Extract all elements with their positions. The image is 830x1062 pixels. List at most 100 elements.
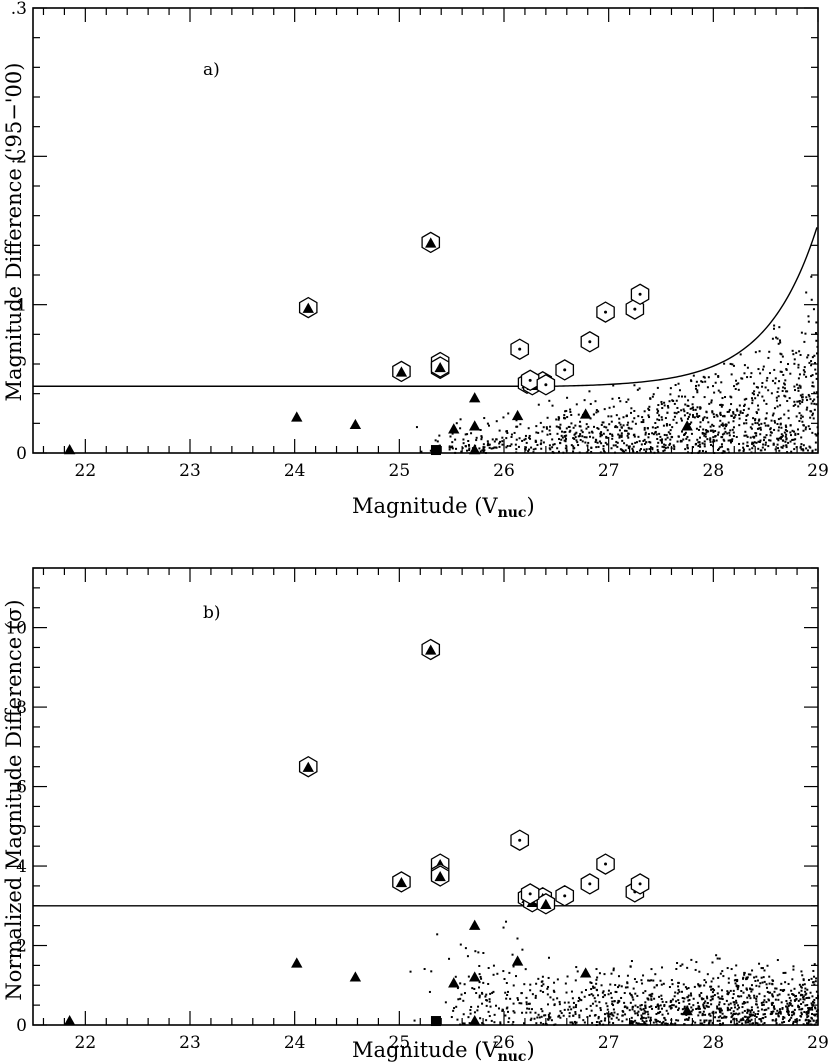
panel-b-field-point [695,961,698,964]
square-marker [430,445,441,456]
panel-a-field-point [777,439,780,442]
panel-a-field-point [602,445,605,448]
panel-b-field-point [609,983,612,986]
panel-b-field-point [727,977,730,980]
panel-a-field-point [632,445,635,448]
panel-a-field-point [656,437,659,440]
panel-b-triangles-point [349,971,362,982]
panel-b-x-axis-label-sub: nuc [498,1049,527,1062]
panel-a-field-point [754,418,757,421]
panel-b-field-point [511,953,514,956]
panel-b-field-point [683,1023,686,1026]
panel-a-field-point [487,424,490,427]
panel-b-field-point [712,1012,715,1015]
panel-b-field-point [681,1008,684,1011]
panel-a-field-point [483,449,486,452]
panel-a-field-point [716,415,719,418]
panel-b-field-point [708,1019,711,1022]
panel-a-field-point [798,420,801,423]
panel-b-field-point [452,1009,455,1012]
panel-b-field-point [591,1021,594,1024]
panel-b-field-point [492,990,495,993]
panel-a-field-point [575,403,578,406]
panel-b-field-point [586,1016,589,1019]
panel-b-field-point [572,1014,575,1017]
panel-a-field-point [663,401,666,404]
panel-b-field-point [502,926,505,929]
panel-b-field-point [701,1012,704,1015]
panel-a-field-point [690,451,693,454]
panel-a-field-point [675,421,678,424]
panel-b-field-point [538,1016,541,1019]
panel-b-field-point [661,1000,664,1003]
panel-b-field-point [697,983,700,986]
panel-a-field-point [565,449,568,452]
panel-a-field-point [786,451,789,454]
panel-b-field-point [774,1019,777,1022]
panel-b-field-point [650,998,653,1001]
panel-a-field-point [713,391,716,394]
panel-a-field-point [732,364,735,367]
panel-a-field-point [759,372,762,375]
panel-b-field-point [674,1005,677,1008]
panel-a-field-point [499,440,502,443]
panel-b-field-point [661,1013,664,1016]
panel-a-field-point [654,422,657,425]
panel-b-triangles-point [63,1015,76,1026]
panel-a-field-point [751,399,754,402]
panel-b-field-point [748,1013,751,1016]
panel-a-field-point [692,374,695,377]
panel-b-field-point [750,990,753,993]
panel-a-field-point [540,447,543,450]
panel-b-field-point [763,1013,766,1016]
panel-a-field-point [714,381,717,384]
panel-a-field-point [760,422,763,425]
panel-b-field-point [732,993,735,996]
panel-b-field-point [612,1014,615,1017]
panel-b-field-point [744,1001,747,1004]
panel-b-field-point [644,1022,647,1025]
panel-a-field-point [780,353,783,356]
panel-a-field-point [679,440,682,443]
panel-b-field-point [612,1008,615,1011]
panel-a-field-point [730,440,733,443]
panel-a-field-point [495,446,498,449]
panel-b-field-point [578,1016,581,1019]
panel-b-field-point [499,1021,502,1024]
panel-a-field-point [568,426,571,429]
panel-a-field-point [643,438,646,441]
panel-b-field-point [767,998,770,1001]
panel-b-field-point [745,976,748,979]
panel-b-field-point [710,980,713,983]
panel-a-field-point [797,363,800,366]
panel-b-field-point [683,1007,686,1010]
panel-a-field-point [752,417,755,420]
panel-b-field-point [741,1006,744,1009]
panel-b-field-point [474,950,477,953]
panel-a-field-point [505,446,508,449]
panel-b-field-point [585,1007,588,1010]
panel-b-field-point [598,1022,601,1025]
panel-b-field-point [787,1005,790,1008]
panel-a-field-point [693,416,696,419]
panel-a-field-point [602,447,605,450]
panel-b-field-point [621,1014,624,1017]
triangle-marker [468,919,481,930]
panel-b-hexagon_triangle-point [298,755,318,778]
panel-a-field-point [558,417,561,420]
panel-a-field-point [574,436,577,439]
panel-a-field-point [799,353,802,356]
panel-b-field-point [729,1008,732,1011]
panel-a-field-point [792,353,795,356]
panel-b-field-point [804,993,807,996]
panel-b-field-point [710,988,713,991]
panel-b-field-point [574,1011,577,1014]
panel-b-triangles-point [468,919,481,930]
panel-b-field-point [691,1008,694,1011]
panel-b-field-point [705,1004,708,1007]
panel-b-field-point [762,1023,765,1026]
panel-a-field-point [454,451,457,454]
panel-b-field-point [726,1009,729,1012]
panel-b-field-point [760,1001,763,1004]
panel-b-field-point [669,1022,672,1025]
